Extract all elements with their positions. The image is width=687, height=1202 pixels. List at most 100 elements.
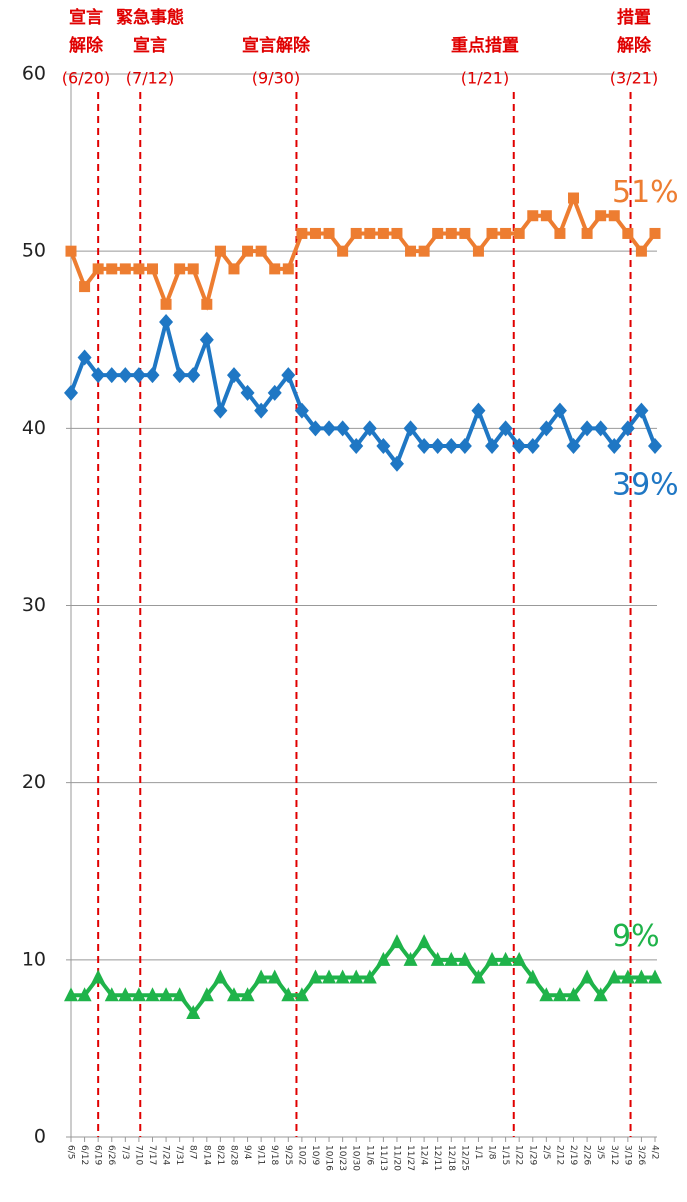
point-marker: [620, 969, 635, 984]
point-marker: [323, 227, 335, 239]
x-tick-label: 6/26: [106, 1145, 116, 1165]
x-tick-label: 10/2: [296, 1145, 306, 1165]
point-marker: [527, 210, 539, 222]
point-marker: [500, 227, 512, 239]
point-marker: [335, 420, 350, 437]
event-label: 宣言: [133, 35, 167, 56]
x-tick-label: 12/18: [446, 1145, 456, 1171]
x-tick-label: 1/29: [527, 1145, 537, 1165]
x-tick-label: 1/15: [500, 1145, 510, 1165]
point-marker: [593, 987, 608, 1002]
point-marker: [294, 402, 309, 419]
point-marker: [281, 367, 296, 384]
y-tick-label: 10: [22, 948, 46, 970]
point-marker: [444, 951, 459, 966]
point-marker: [486, 227, 498, 239]
point-marker: [267, 969, 282, 984]
x-tick-label: 12/11: [432, 1145, 442, 1171]
x-tick-label: 6/12: [79, 1145, 89, 1165]
point-marker: [349, 438, 364, 455]
x-tick-label: 3/12: [609, 1145, 619, 1165]
point-marker: [648, 969, 662, 984]
x-tick-label: 8/7: [188, 1145, 198, 1159]
point-marker: [580, 420, 595, 437]
x-tick-label: 9/11: [256, 1145, 266, 1165]
point-marker: [119, 263, 131, 275]
point-marker: [118, 367, 133, 384]
x-tick-label: 12/4: [419, 1145, 429, 1165]
point-marker: [389, 934, 404, 949]
point-marker: [566, 438, 581, 455]
point-marker: [377, 227, 389, 239]
point-marker: [391, 227, 403, 239]
event-date: (6/20): [62, 69, 110, 88]
point-marker: [417, 438, 432, 455]
point-marker: [539, 420, 554, 437]
x-tick-label: 7/10: [133, 1145, 143, 1165]
y-tick-label: 60: [22, 63, 46, 85]
point-marker: [444, 438, 459, 455]
point-marker: [580, 969, 595, 984]
point-marker: [525, 969, 540, 984]
x-tick-label: 6/19: [93, 1145, 103, 1165]
point-marker: [620, 420, 635, 437]
point-marker: [213, 969, 228, 984]
y-tick-label: 30: [22, 594, 46, 616]
x-tick-label: 7/17: [147, 1145, 157, 1165]
point-marker: [77, 349, 92, 366]
x-tick-label: 2/19: [568, 1145, 578, 1165]
point-marker: [554, 227, 566, 239]
x-tick-label: 10/23: [337, 1145, 347, 1171]
y-tick-label: 20: [22, 771, 46, 793]
point-marker: [254, 402, 269, 419]
point-marker: [376, 438, 391, 455]
point-marker: [634, 969, 649, 984]
point-marker: [226, 987, 241, 1002]
point-marker: [432, 227, 444, 239]
x-tick-label: 7/31: [174, 1145, 184, 1165]
event-label: 措置: [617, 7, 651, 28]
point-marker: [593, 420, 608, 437]
point-marker: [242, 245, 254, 257]
point-marker: [322, 969, 337, 984]
point-marker: [649, 227, 661, 239]
point-marker: [104, 367, 119, 384]
point-marker: [430, 951, 445, 966]
point-marker: [159, 987, 174, 1002]
point-marker: [296, 227, 308, 239]
point-marker: [159, 314, 174, 331]
point-marker: [566, 987, 581, 1002]
point-marker: [160, 298, 172, 310]
x-tick-label: 2/5: [541, 1145, 551, 1159]
point-marker: [459, 227, 471, 239]
x-tick-label: 7/24: [161, 1145, 171, 1165]
event-label: 解除: [617, 35, 652, 56]
point-marker: [445, 227, 457, 239]
event-label: 緊急事態: [116, 7, 184, 28]
point-marker: [607, 969, 622, 984]
y-tick-label: 0: [34, 1126, 46, 1148]
point-marker: [282, 263, 294, 275]
x-tick-label: 8/14: [201, 1145, 211, 1165]
point-marker: [267, 384, 282, 401]
point-marker: [308, 420, 323, 437]
point-marker: [240, 384, 255, 401]
point-marker: [362, 420, 377, 437]
point-marker: [457, 951, 472, 966]
y-tick-label: 50: [22, 240, 46, 262]
event-date: (1/21): [461, 69, 509, 88]
event-label: 重点措置: [451, 35, 519, 56]
point-marker: [322, 420, 337, 437]
point-marker: [214, 245, 226, 257]
point-marker: [540, 210, 552, 222]
x-tick-label: 8/21: [215, 1145, 225, 1165]
x-tick-label: 3/19: [622, 1145, 632, 1165]
point-marker: [255, 245, 267, 257]
x-tick-label: 9/25: [283, 1145, 293, 1165]
point-marker: [213, 402, 228, 419]
point-marker: [309, 227, 321, 239]
x-tick-label: 2/12: [554, 1145, 564, 1165]
point-marker: [634, 402, 649, 419]
point-marker: [172, 367, 187, 384]
x-tick-label: 11/13: [378, 1145, 388, 1171]
